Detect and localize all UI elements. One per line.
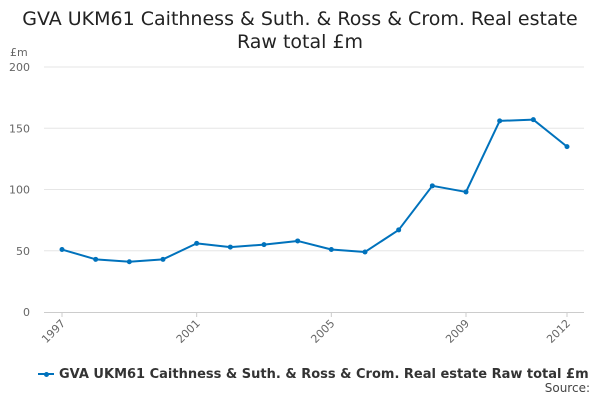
x-tick-label: 2001 bbox=[174, 317, 203, 346]
data-point bbox=[362, 249, 368, 255]
series-layer bbox=[59, 117, 570, 265]
data-point bbox=[261, 242, 267, 248]
data-point bbox=[396, 227, 402, 233]
data-point bbox=[429, 183, 435, 189]
y-tick-label: 100 bbox=[9, 184, 30, 197]
legend-dot bbox=[43, 371, 49, 377]
data-point bbox=[497, 118, 503, 124]
chart-legend[interactable]: GVA UKM61 Caithness & Suth. & Ross & Cro… bbox=[38, 366, 589, 382]
y-tick-label: 150 bbox=[9, 122, 30, 135]
data-point bbox=[194, 240, 200, 246]
data-point bbox=[59, 247, 65, 253]
chart-title-line-1: GVA UKM61 Caithness & Suth. & Ross & Cro… bbox=[22, 8, 578, 30]
y-tick-label: 200 bbox=[9, 61, 30, 74]
series-line bbox=[61, 118, 568, 263]
data-point bbox=[530, 117, 536, 123]
data-point bbox=[564, 144, 570, 150]
x-tick-label: 1997 bbox=[39, 317, 68, 346]
data-point bbox=[295, 238, 301, 244]
data-point bbox=[126, 259, 132, 265]
data-point bbox=[328, 247, 334, 253]
x-tick-label: 2009 bbox=[443, 317, 472, 346]
x-tick-label: 2005 bbox=[308, 317, 337, 346]
x-tick-label: 2012 bbox=[544, 317, 573, 346]
legend-series-label: GVA UKM61 Caithness & Suth. & Ross & Cro… bbox=[59, 366, 589, 382]
y-axis-unit-label: £m bbox=[10, 46, 28, 59]
y-tick-label: 50 bbox=[16, 245, 30, 258]
source-label: Source: bbox=[544, 381, 590, 395]
chart-title-line-2: Raw total £m bbox=[236, 31, 364, 53]
axes: £m 0 50 100 150 200 1997 2001 2005 2009 2012 bbox=[9, 46, 584, 346]
data-point bbox=[160, 256, 166, 262]
y-tick-label: 0 bbox=[23, 306, 30, 319]
data-point bbox=[227, 244, 233, 250]
data-point bbox=[463, 189, 469, 195]
grid-lines bbox=[44, 66, 584, 252]
chart-title: GVA UKM61 Caithness & Suth. & Ross & Cro… bbox=[0, 8, 600, 54]
legend-series-marker bbox=[38, 369, 54, 379]
data-point bbox=[93, 256, 99, 262]
